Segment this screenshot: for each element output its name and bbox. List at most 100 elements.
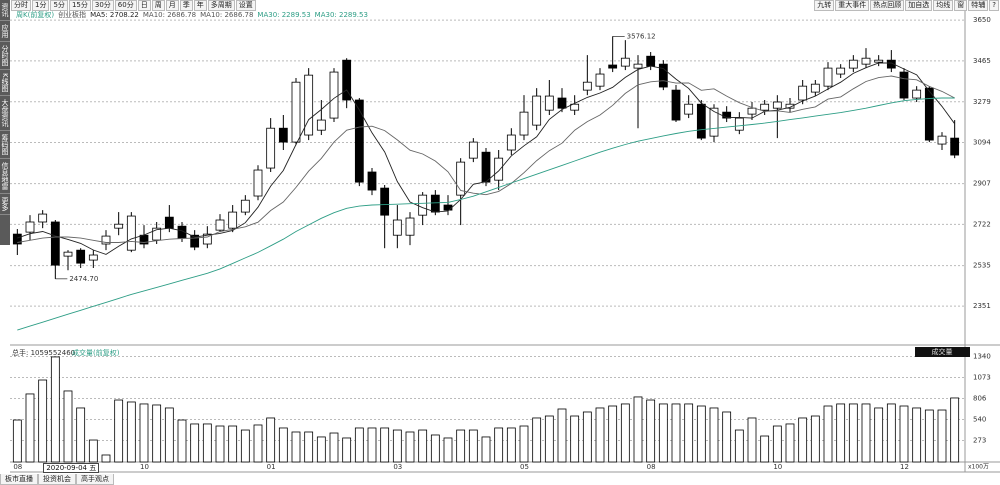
tool-button[interactable]: 特辅	[968, 0, 989, 11]
candle-body	[481, 151, 491, 183]
candle-body	[557, 97, 567, 109]
candle-body	[38, 213, 48, 223]
period-button[interactable]: 多周期	[207, 0, 235, 11]
period-button[interactable]: 30分	[91, 0, 114, 11]
y-tick-label: 273	[973, 436, 986, 444]
volume-bar	[278, 427, 288, 463]
candle-body	[532, 95, 542, 126]
tool-button[interactable]: 均线	[933, 0, 954, 11]
side-tab[interactable]: 资讯	[0, 0, 10, 21]
volume-bar	[38, 379, 48, 463]
x-tick-label: 05	[520, 463, 529, 471]
candle-body	[101, 235, 111, 245]
volume-bar	[50, 356, 60, 463]
candle-body	[696, 103, 706, 139]
period-button[interactable]: 周	[151, 0, 165, 11]
volume-bar	[101, 454, 111, 463]
bottom-tab[interactable]: 板市直播	[0, 474, 38, 485]
volume-bar	[557, 408, 567, 463]
volume-bar	[494, 427, 504, 463]
volume-bar	[848, 403, 858, 463]
volume-bar	[164, 407, 174, 463]
period-button[interactable]: 5分	[50, 0, 68, 11]
candle-body	[291, 81, 301, 143]
candle-body	[380, 187, 390, 216]
volume-bar	[823, 405, 833, 463]
candle-body	[810, 83, 820, 93]
ma-line	[17, 62, 956, 255]
tool-button[interactable]: 九转	[814, 0, 835, 11]
cursor-date: 2020-09-04 五	[43, 463, 100, 473]
candle-body	[12, 233, 22, 245]
volume-bar	[709, 407, 719, 463]
period-button[interactable]: 季	[179, 0, 193, 11]
y-tick-label: 540	[973, 415, 986, 423]
side-tab[interactable]: K线图	[0, 70, 10, 96]
period-button[interactable]: 设置	[235, 0, 256, 11]
tool-button[interactable]: 加自选	[905, 0, 933, 11]
x-tick-label: 01	[267, 463, 276, 471]
x-tick-label: 03	[393, 463, 402, 471]
side-tab[interactable]: 信息地雷	[0, 159, 10, 194]
period-label: 周K(前复权)	[16, 10, 54, 19]
side-tab[interactable]: 大盘资讯	[0, 96, 10, 131]
candle-body	[114, 223, 124, 229]
volume-bar	[633, 396, 643, 463]
side-tab[interactable]: 应用	[0, 21, 10, 42]
candle-body	[25, 221, 35, 233]
volume-bar	[886, 403, 896, 463]
candle-body	[126, 215, 136, 251]
volume-bar	[899, 405, 909, 463]
candle-body	[329, 71, 339, 119]
volume-bar	[329, 432, 339, 463]
tool-button[interactable]: 热点回顾	[870, 0, 905, 11]
candle-body	[405, 217, 415, 236]
y-tick-label: 1340	[973, 352, 991, 360]
candle-body	[937, 135, 947, 145]
y-tick-label: 3094	[973, 139, 991, 147]
period-button[interactable]: 15分	[68, 0, 91, 11]
volume-bar	[582, 411, 592, 463]
period-button[interactable]: 月	[165, 0, 179, 11]
period-button[interactable]: 年	[193, 0, 207, 11]
period-button[interactable]: 1分	[32, 0, 50, 11]
volume-bar	[63, 390, 73, 463]
tool-button[interactable]: 重大事件	[835, 0, 870, 11]
volume-label: 成交量	[932, 347, 953, 356]
candle-body	[190, 234, 200, 248]
volume-bar	[76, 407, 86, 463]
annotation: 2474.70	[69, 275, 98, 283]
volume-bar	[950, 397, 960, 463]
volume-bar	[190, 423, 200, 463]
period-button[interactable]: 日	[137, 0, 151, 11]
candle-body	[544, 95, 554, 111]
candle-body	[747, 107, 757, 115]
volume-bar	[114, 399, 124, 463]
volume-bar	[405, 431, 415, 463]
y-tick-label: 806	[973, 395, 987, 403]
volume-bar	[316, 436, 326, 463]
candle-body	[392, 219, 402, 236]
legend-entry: MA10: 2686.78	[143, 11, 196, 19]
volume-bar	[595, 407, 605, 463]
candle-body	[709, 107, 719, 137]
side-tab[interactable]: 分时图	[0, 42, 10, 70]
candle-body	[798, 85, 808, 101]
period-toolbar: 分时 1分 5分 15分 30分 60分日周月季年多周期 设置	[11, 0, 257, 11]
candle-body	[950, 137, 960, 156]
bottom-tab[interactable]: 高手观点	[76, 474, 114, 485]
bottom-tab[interactable]: 投资机会	[38, 474, 76, 485]
volume-bar	[785, 423, 795, 463]
tool-button[interactable]: 窗	[954, 0, 968, 11]
side-tab[interactable]: 更多	[0, 194, 10, 215]
volume-bar	[139, 403, 149, 463]
period-button[interactable]: 60分	[114, 0, 137, 11]
side-tab[interactable]: 筹码图	[0, 131, 10, 159]
candle-body	[671, 89, 681, 121]
volume-bar	[481, 436, 491, 463]
volume-bar	[88, 439, 98, 463]
candle-body	[519, 111, 529, 136]
period-button[interactable]: 分时	[11, 0, 31, 11]
candle-body	[443, 204, 453, 211]
tool-button[interactable]: ?	[989, 0, 999, 11]
